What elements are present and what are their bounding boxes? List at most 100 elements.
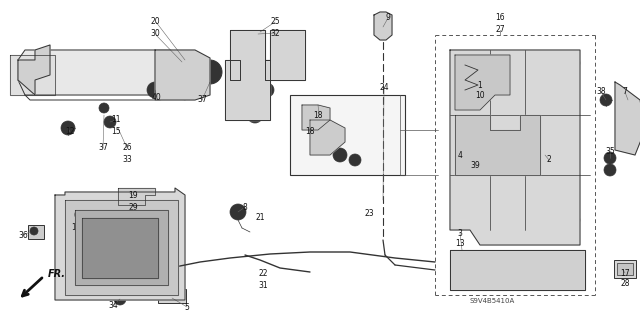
Text: 37: 37: [197, 95, 207, 105]
Polygon shape: [615, 82, 640, 155]
Polygon shape: [55, 188, 185, 300]
Text: 24: 24: [379, 84, 389, 93]
Circle shape: [245, 47, 251, 53]
Text: 5: 5: [184, 302, 189, 311]
Text: 22: 22: [259, 270, 268, 278]
Polygon shape: [10, 55, 55, 95]
Circle shape: [461, 263, 475, 277]
Text: 28: 28: [620, 279, 630, 288]
Circle shape: [235, 95, 245, 105]
Text: 17: 17: [620, 269, 630, 278]
Circle shape: [247, 107, 263, 123]
Circle shape: [604, 152, 616, 164]
Circle shape: [463, 75, 493, 105]
Text: 2: 2: [547, 155, 552, 165]
Text: 36: 36: [18, 231, 28, 240]
Circle shape: [114, 293, 126, 305]
Circle shape: [230, 204, 246, 220]
Polygon shape: [82, 218, 158, 278]
Circle shape: [234, 208, 242, 216]
Circle shape: [607, 155, 613, 161]
Text: FR.: FR.: [48, 269, 66, 279]
Text: 19: 19: [128, 191, 138, 201]
Circle shape: [349, 154, 361, 166]
Circle shape: [604, 164, 616, 176]
Circle shape: [61, 121, 75, 135]
Text: 11: 11: [111, 115, 121, 124]
Text: 20: 20: [150, 18, 160, 26]
Text: 21: 21: [255, 213, 265, 222]
Text: 40: 40: [152, 93, 162, 101]
Bar: [614, 260, 636, 278]
Circle shape: [171, 54, 199, 82]
Polygon shape: [455, 55, 510, 110]
Bar: [158, 289, 186, 303]
Circle shape: [475, 87, 481, 93]
Circle shape: [333, 148, 347, 162]
Bar: [617, 263, 633, 275]
Circle shape: [84, 201, 96, 213]
Text: 13: 13: [455, 240, 465, 249]
Text: 31: 31: [258, 280, 268, 290]
Text: 7: 7: [623, 87, 627, 97]
Text: 39: 39: [470, 160, 480, 169]
Text: 27: 27: [495, 26, 505, 34]
Circle shape: [607, 167, 613, 173]
Circle shape: [454, 256, 482, 284]
Text: 3: 3: [458, 228, 463, 238]
Text: 8: 8: [243, 203, 248, 211]
Text: 1: 1: [477, 80, 483, 90]
Text: 15: 15: [111, 127, 121, 136]
Polygon shape: [455, 115, 540, 175]
Circle shape: [536, 256, 554, 274]
Circle shape: [493, 123, 517, 147]
Circle shape: [624, 101, 632, 109]
Polygon shape: [225, 30, 305, 120]
Circle shape: [104, 116, 116, 128]
Circle shape: [177, 60, 193, 76]
Text: 14: 14: [71, 222, 81, 232]
Circle shape: [241, 43, 255, 57]
Circle shape: [117, 296, 123, 302]
Polygon shape: [374, 12, 392, 40]
Circle shape: [65, 125, 71, 131]
Polygon shape: [18, 45, 50, 95]
Circle shape: [317, 122, 333, 138]
Circle shape: [198, 60, 222, 84]
Text: 26: 26: [122, 144, 132, 152]
Circle shape: [461, 61, 465, 65]
Circle shape: [535, 150, 545, 160]
Bar: [28, 225, 44, 239]
Text: 4: 4: [458, 151, 463, 160]
Text: 37: 37: [98, 144, 108, 152]
Circle shape: [484, 261, 506, 283]
Polygon shape: [65, 200, 178, 295]
Circle shape: [570, 58, 580, 68]
Circle shape: [264, 87, 270, 93]
Circle shape: [499, 129, 511, 141]
Circle shape: [181, 64, 189, 72]
Circle shape: [147, 82, 163, 98]
Circle shape: [458, 58, 468, 68]
Circle shape: [99, 103, 109, 113]
Circle shape: [619, 96, 637, 114]
Circle shape: [260, 83, 274, 97]
Circle shape: [107, 119, 113, 125]
Polygon shape: [310, 120, 345, 155]
Circle shape: [472, 137, 488, 153]
Circle shape: [600, 94, 612, 106]
Text: 9: 9: [385, 13, 390, 23]
Circle shape: [512, 92, 528, 108]
Circle shape: [251, 111, 259, 119]
Polygon shape: [450, 50, 580, 245]
Text: 38: 38: [596, 87, 606, 97]
Text: 30: 30: [150, 28, 160, 38]
Text: 33: 33: [122, 154, 132, 164]
Text: 6: 6: [74, 211, 79, 220]
Text: 16: 16: [495, 13, 505, 23]
Circle shape: [30, 227, 38, 235]
Circle shape: [603, 97, 609, 103]
Text: 10: 10: [475, 92, 485, 100]
Polygon shape: [18, 50, 195, 100]
Text: 18: 18: [313, 110, 323, 120]
